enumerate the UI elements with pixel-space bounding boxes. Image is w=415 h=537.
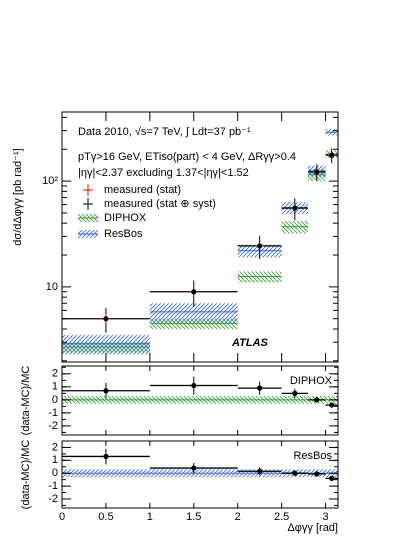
y-tick-label: 1 [52, 454, 58, 466]
legend-label: measured (stat) [104, 184, 181, 196]
y-tick-label: -2 [48, 420, 58, 432]
x-axis-label: Δφγγ [rad] [287, 522, 338, 534]
data-point [314, 169, 320, 175]
data-point [292, 470, 298, 476]
band [149, 303, 238, 323]
band [62, 335, 150, 355]
x-tick-label: 0 [59, 511, 65, 523]
data-point [103, 316, 109, 322]
x-tick-label: 2.5 [274, 511, 289, 523]
x-tick-label: 1 [147, 511, 153, 523]
y-axis-label: (data-MC)/MC [20, 440, 32, 510]
data-point [329, 402, 335, 408]
x-tick-label: 3 [322, 511, 328, 523]
y-tick-label: -1 [48, 407, 58, 419]
data-point [191, 382, 197, 389]
brand: ATLAS [231, 337, 269, 349]
data-point [329, 152, 335, 158]
data-point [257, 468, 263, 474]
plot-frame [61, 440, 339, 509]
y-axis-label: (data-MC)/MC [20, 366, 32, 436]
y-tick-label: 0 [52, 394, 58, 406]
data-point [191, 289, 197, 295]
data-point [257, 243, 263, 249]
y-tick-label: 10 [46, 281, 58, 293]
x-tick-label: 1.5 [186, 511, 201, 523]
y-tick-label: 0 [52, 467, 58, 479]
annotation: Data 2010, √s=7 TeV, ∫ Ldt=37 pb⁻¹ [78, 126, 251, 138]
x-tick-label: 0.5 [98, 511, 113, 523]
x-tick-label: 2 [235, 511, 241, 523]
data-point [103, 388, 109, 394]
y-tick-label: 10² [42, 175, 58, 187]
annotation: pTγ>16 GeV, ETiso(part) < 4 GeV, ΔRγγ>0.… [78, 151, 296, 163]
data-point [292, 390, 298, 396]
legend-label: DIPHOX [104, 212, 147, 224]
annotation: |ηγ|<2.37 excluding 1.37<|ηγ|<1.52 [78, 167, 249, 179]
data-point [103, 453, 109, 460]
panel-label: DIPHOX [290, 375, 333, 387]
y-tick-label: 1 [52, 381, 58, 393]
data-point [329, 475, 335, 481]
plot-frame [61, 111, 339, 363]
y-tick-label: -2 [48, 493, 58, 505]
data-point [314, 397, 320, 403]
y-tick-label: 2 [52, 368, 58, 380]
y-tick-label: -1 [48, 480, 58, 492]
y-tick-label: 2 [52, 441, 58, 453]
plot-frame [61, 365, 339, 436]
data-point [257, 385, 263, 391]
y-axis-label: dσ/dΔφγγ [pb rad⁻¹] [12, 148, 24, 245]
panel-label: ResBos [293, 450, 332, 462]
data-point [292, 205, 298, 211]
data-point [314, 471, 320, 477]
data-point [191, 465, 197, 471]
legend-label: measured (stat ⊕ syst) [104, 198, 216, 210]
legend-label: ResBos [104, 228, 143, 240]
